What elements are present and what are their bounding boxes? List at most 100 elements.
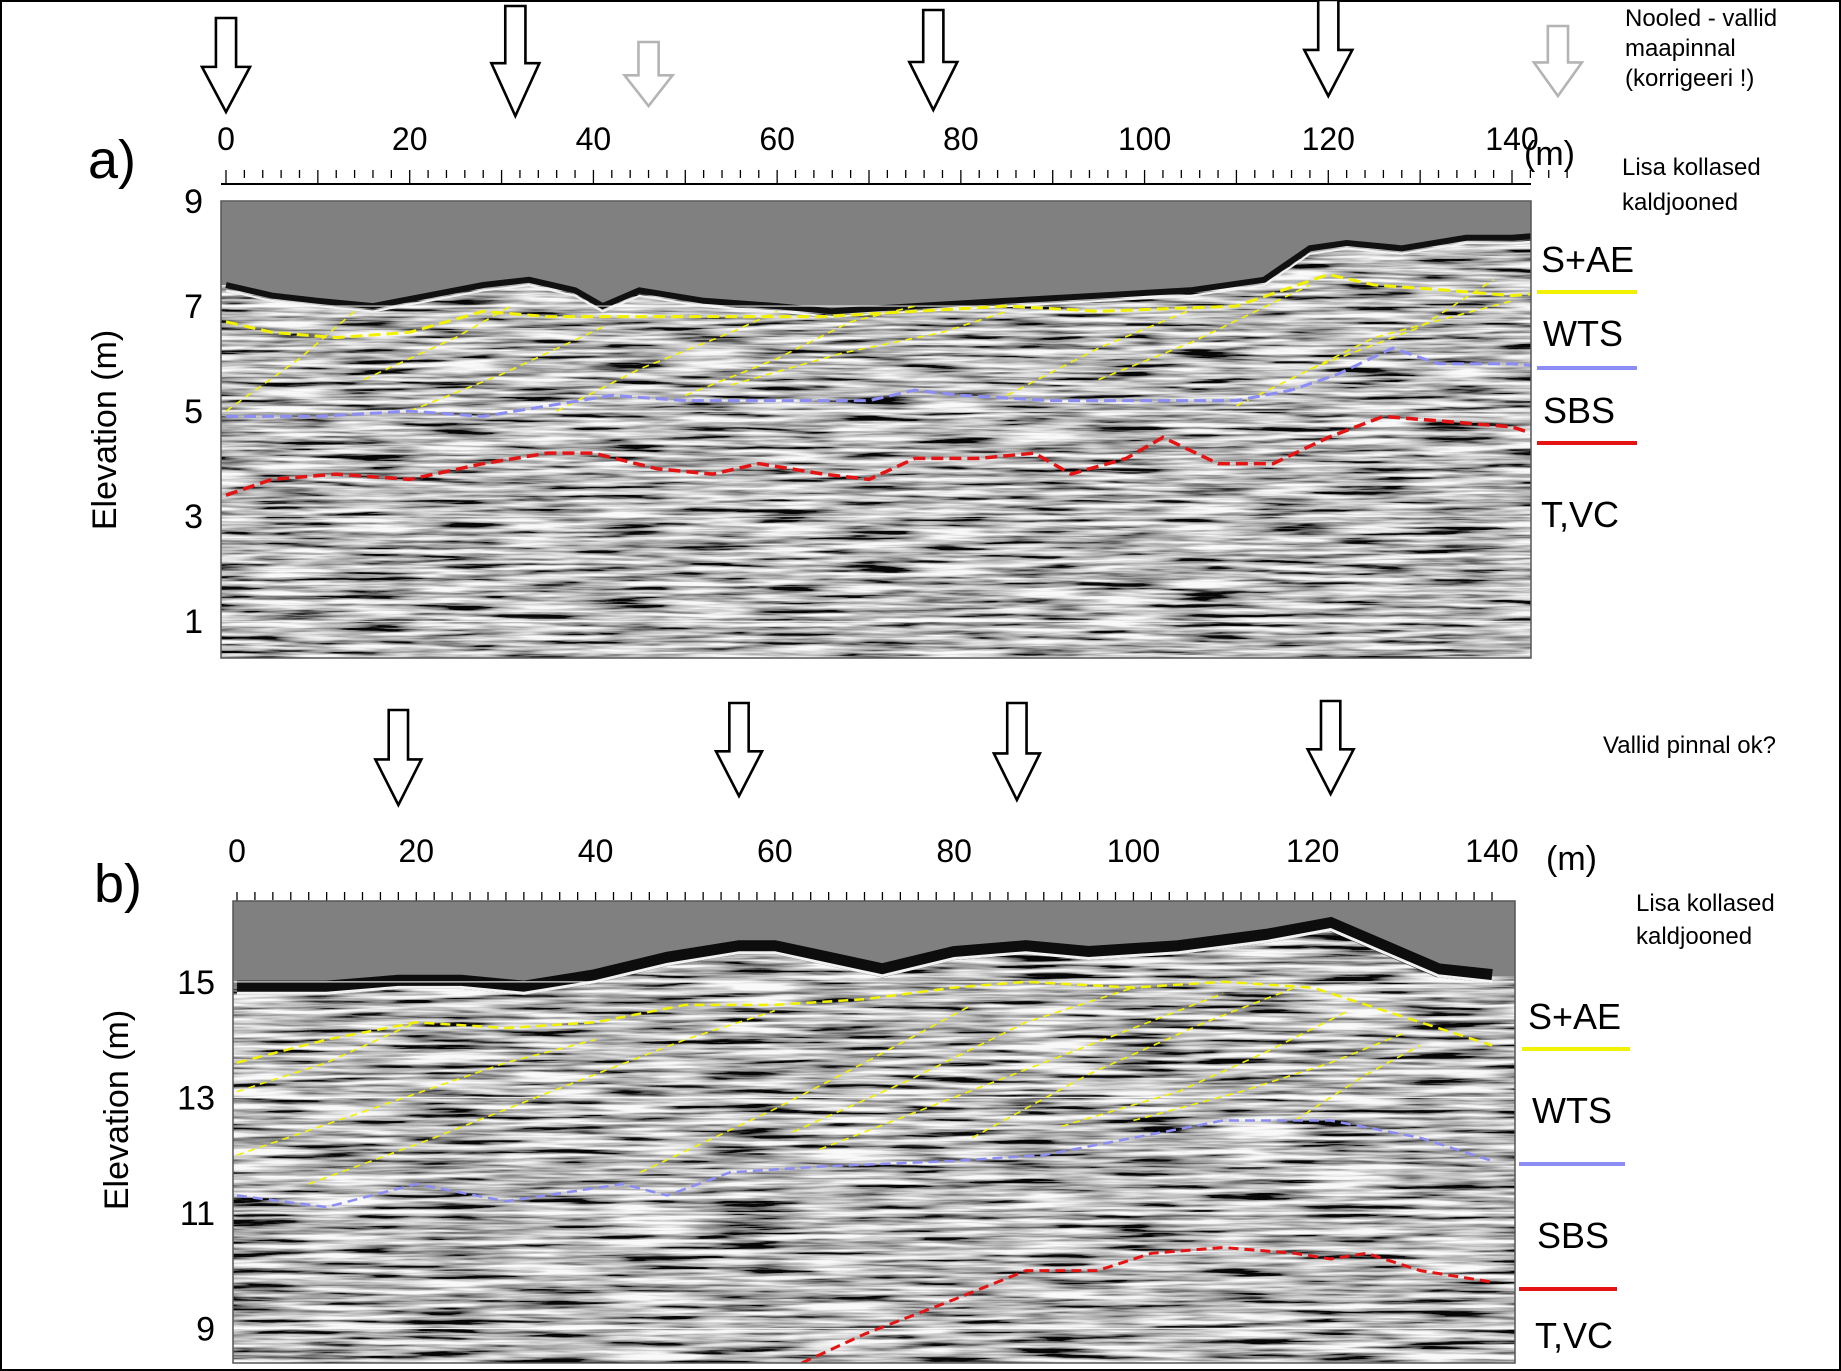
panel-b-inclined-reflector — [308, 1009, 776, 1185]
panel-a-ground-surface — [225, 233, 1531, 315]
panel-b-y-tick-label: 11 — [180, 1195, 215, 1233]
panel-a-y-tick-label: 3 — [184, 498, 203, 536]
panel-a-y-tick-label: 5 — [184, 393, 203, 431]
note-add-yellow-a: Lisa kollased kaldjooned — [1622, 154, 1767, 216]
panel-b-unit-sbs: SBS — [1537, 1215, 1609, 1256]
panel-b-y-tick-label: 13 — [177, 1079, 215, 1117]
panel-b-unit-s-ae: S+AE — [1528, 996, 1621, 1037]
panel-a-inclined-reflector — [409, 326, 603, 412]
panel-a-unit-t-vc: T,VC — [1541, 494, 1619, 535]
panel-b-sbs-boundary — [801, 1245, 1493, 1363]
panel-a-gridlines — [221, 201, 1531, 622]
panel-b-x-tick-label: 0 — [228, 833, 246, 869]
panel-a-y-ticks: 9 7 5 3 1 — [184, 183, 203, 641]
panel-a-unit-sbs: SBS — [1543, 390, 1615, 431]
panel-a-y-tick-label: 1 — [184, 603, 203, 641]
panel-b-air-layer — [233, 901, 1515, 988]
panel-a-s-ae-boundary — [225, 272, 1531, 340]
panel-b-ridge-arrow — [1305, 699, 1356, 797]
panel-a-ridge-arrow — [907, 8, 960, 113]
panel-a-x-unit: (m) — [1524, 135, 1575, 173]
note-ridges-ok: Vallid pinnal ok? — [1603, 732, 1776, 759]
panel-b-ridge-arrow — [373, 708, 424, 808]
panel-a-x-axis: 0 20 40 60 80 100 120 140 — [217, 121, 1568, 185]
note-a-line-1: Lisa kollased — [1622, 154, 1761, 181]
panel-b-x-tick-label: 140 — [1465, 833, 1518, 869]
panel-a-sbs-boundary — [225, 414, 1531, 497]
panel-a: 0 20 40 60 80 100 120 140 a) (m) Elevation (m) … — [86, 0, 1784, 659]
panel-b-inclined-reflector — [236, 1021, 417, 1093]
panel-b-gridlines — [233, 981, 1515, 1329]
panel-b-x-tick-label: 80 — [936, 833, 972, 869]
panel-a-inclined-reflector — [363, 305, 512, 381]
panel-a-inclined-reflector — [225, 310, 356, 412]
panel-b-inclined-reflector — [236, 1038, 596, 1156]
panel-b-x-tick-label: 120 — [1286, 833, 1339, 869]
panel-a-inclined-reflector — [1309, 279, 1495, 370]
panel-a-x-tick-label: 60 — [759, 121, 795, 157]
panel-b-wts-boundary — [236, 1119, 1493, 1209]
panel-a-x-tick-label: 40 — [576, 121, 612, 157]
panel-b-y-axis-label: Elevation (m) — [98, 1010, 136, 1210]
panel-b-x-tick-label: 20 — [398, 833, 434, 869]
panel-a-label: a) — [88, 130, 136, 190]
panel-a-inclined-reflector — [1098, 284, 1311, 381]
panel-b-inclined-reflector — [792, 986, 1134, 1133]
panel-a-x-tick-label: 140 — [1485, 121, 1538, 157]
panel-b-inclined-reflector — [1061, 1009, 1349, 1127]
note-a-line-2: kaldjooned — [1622, 189, 1738, 216]
panel-b-inclined-reflector — [640, 1004, 973, 1174]
panel-a-frame — [220, 200, 1532, 659]
panel-b-x-axis: 0 20 40 60 80 100 120 140 — [228, 833, 1519, 907]
panel-a-inclined-reflector — [1236, 300, 1513, 407]
panel-a-radargram — [221, 201, 1531, 658]
panel-a-arrows — [199, 0, 1585, 120]
panel-b-inclined-reflector — [971, 986, 1296, 1139]
panel-b-ground-surface — [237, 916, 1493, 995]
panel-a-x-tick-label: 80 — [943, 121, 979, 157]
note-arrows-correct: Nooled - vallid maapinnal (korrigeeri !) — [1625, 5, 1784, 92]
panel-b-x-tick-label: 60 — [757, 833, 793, 869]
panel-b-inclined-reflector — [1294, 1044, 1421, 1122]
panel-a-ridge-arrow — [489, 4, 542, 120]
panel-a-ridge-arrow — [1302, 0, 1355, 99]
panel-b-inclined-reflector — [1133, 1033, 1403, 1122]
panel-a-y-axis-label: Elevation (m) — [86, 330, 124, 530]
panel-a-ridge-arrow — [199, 16, 253, 115]
panel-b-ridge-arrow — [991, 701, 1042, 803]
panel-b-unit-t-vc: T,VC — [1535, 1315, 1613, 1356]
panel-a-x-tick-label: 100 — [1118, 121, 1171, 157]
panel-b-x-tick-label: 100 — [1107, 833, 1160, 869]
panel-b-y-tick-label: 15 — [177, 964, 215, 1002]
panel-a-x-tick-label: 0 — [217, 121, 235, 157]
note-b-line-1: Lisa kollased — [1636, 890, 1775, 917]
panel-b-inclined-reflector — [819, 992, 1224, 1151]
panel-a-x-tick-label: 20 — [392, 121, 428, 157]
panel-b-inclined-reflectors — [236, 986, 1421, 1185]
panel-a-y-tick-label: 9 — [184, 183, 203, 221]
panel-a-ridge-arrow — [621, 40, 676, 109]
panel-b-arrows — [373, 699, 1356, 808]
panel-b-ground-surface-highlight — [237, 928, 1493, 995]
panel-a-unit-wts: WTS — [1543, 313, 1623, 354]
panel-b: 0 20 40 60 80 100 120 140 b) (m) Elevation (m) … — [94, 699, 1781, 1364]
panel-b-s-ae-boundary — [236, 980, 1493, 1064]
panel-a-inclined-reflector — [556, 310, 778, 412]
note-add-yellow-b: Lisa kollased kaldjooned — [1636, 890, 1781, 950]
panel-b-x-tick-label: 40 — [578, 833, 614, 869]
panel-b-x-unit: (m) — [1546, 840, 1597, 878]
panel-a-y-tick-label: 7 — [184, 288, 203, 326]
panel-a-inclined-reflectors — [225, 279, 1513, 412]
panel-b-frame — [232, 900, 1516, 1364]
note-line-2: maapinnal — [1625, 35, 1736, 62]
panel-b-ridge-arrow — [713, 701, 765, 799]
panel-a-ridge-arrow — [1531, 24, 1585, 99]
panel-a-x-tick-label: 120 — [1302, 121, 1355, 157]
note-line-3: (korrigeeri !) — [1625, 65, 1754, 92]
panel-a-ground-surface-highlight — [225, 240, 1531, 318]
note-line-1: Nooled - vallid — [1625, 5, 1777, 32]
panel-a-unit-s-ae: S+AE — [1541, 239, 1634, 280]
panel-b-y-tick-label: 9 — [196, 1310, 215, 1348]
